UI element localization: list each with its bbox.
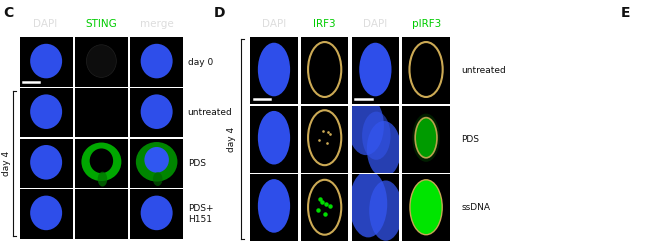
Text: day 4: day 4 [2,151,11,176]
Text: DAPI: DAPI [363,19,387,29]
Ellipse shape [140,196,173,230]
Ellipse shape [367,121,401,177]
Ellipse shape [30,196,62,230]
Ellipse shape [362,112,391,160]
Text: untreated: untreated [188,108,233,117]
Ellipse shape [90,148,113,173]
Text: DAPI: DAPI [261,19,286,29]
Text: STING: STING [86,19,117,29]
Ellipse shape [412,114,440,162]
Ellipse shape [348,96,384,155]
Text: merge: merge [140,19,174,29]
Ellipse shape [30,44,62,78]
Ellipse shape [258,179,290,233]
Ellipse shape [359,43,391,96]
Ellipse shape [140,94,173,129]
Ellipse shape [30,94,62,129]
Text: E: E [621,6,630,20]
Text: PDS+
H151: PDS+ H151 [188,204,213,224]
Ellipse shape [144,147,169,173]
Text: pIRF3: pIRF3 [411,19,441,29]
Ellipse shape [98,172,107,187]
Ellipse shape [369,181,402,241]
Ellipse shape [258,43,290,96]
Ellipse shape [349,170,387,237]
Text: day 0: day 0 [188,58,213,67]
Text: DAPI: DAPI [33,19,58,29]
Ellipse shape [258,111,290,165]
Text: PDS: PDS [188,159,205,168]
Ellipse shape [410,180,442,235]
Text: day 4: day 4 [227,127,235,152]
Text: untreated: untreated [462,66,506,75]
Text: D: D [213,6,225,20]
Ellipse shape [140,44,173,78]
Ellipse shape [415,118,437,158]
Ellipse shape [86,45,116,77]
Ellipse shape [136,142,177,181]
Ellipse shape [153,172,162,186]
Text: PDS: PDS [462,134,479,144]
Text: IRF3: IRF3 [313,19,336,29]
Ellipse shape [30,145,62,180]
Text: ssDNA: ssDNA [462,203,490,212]
Text: C: C [3,6,14,20]
Ellipse shape [81,142,122,181]
